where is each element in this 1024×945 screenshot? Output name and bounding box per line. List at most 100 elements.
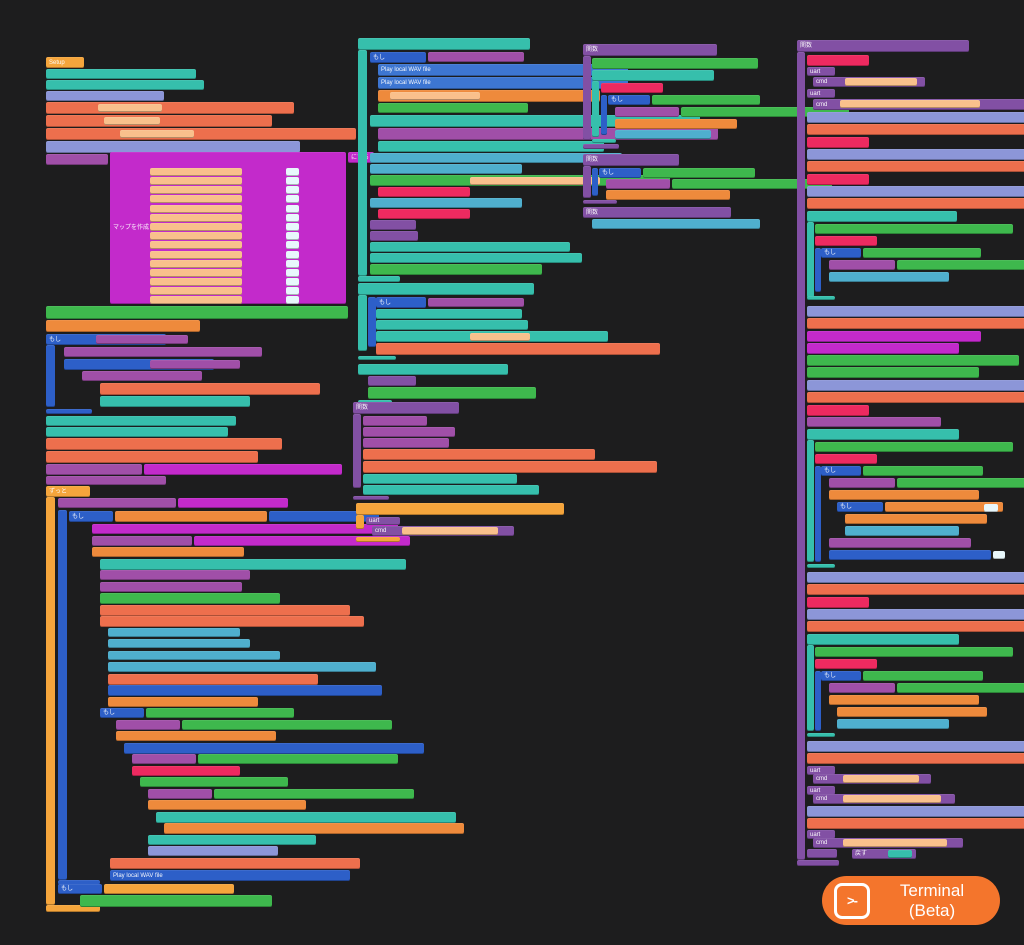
forever-loop-script-block[interactable] [148,789,212,799]
uart-write-cmd-function-script-block[interactable] [652,95,760,105]
main-function-script-block[interactable] [807,733,835,737]
uart-write-cmd-function-script-block[interactable]: もし [608,95,650,105]
main-function-script-block[interactable] [815,466,821,562]
setup-script-block[interactable] [150,195,242,203]
setup-script-block[interactable] [150,214,242,222]
uart-write-cmd-function-script-block[interactable]: 関数 [583,44,717,56]
touch-button0-released-script-block[interactable] [428,52,524,62]
touch-button0-released-script-block[interactable] [378,209,470,219]
main-function-script-block[interactable]: uart [807,67,835,76]
main-function-script-block[interactable] [807,741,1024,752]
forever-loop-script-block[interactable] [148,846,278,856]
main-function-script-block[interactable] [807,597,869,608]
main-function-script-block[interactable] [815,442,1013,452]
touch-button0-released-script-block[interactable] [370,264,542,275]
forever-loop-script-block[interactable] [108,639,250,648]
forever-loop-script-block[interactable] [108,662,376,672]
main-function-script-block[interactable] [837,719,949,729]
forever-loop-script-block[interactable] [92,547,244,557]
send-delete-function-script-block[interactable] [592,219,760,229]
main-function-script-block[interactable] [897,683,1024,693]
main-function-script-block[interactable] [807,572,1024,583]
forever-loop-script-block[interactable]: Play local WAV file [110,870,350,881]
touch-button0-released-script-block[interactable] [370,253,582,263]
main-function-script-block[interactable] [807,343,959,354]
setup-script-block[interactable] [286,287,299,295]
main-function-script-block[interactable] [807,609,1024,620]
if-map-script-block[interactable] [64,359,214,370]
if-map-script-block[interactable] [46,438,282,450]
main-function-script-block[interactable] [829,550,991,560]
setup-script-block[interactable] [104,117,160,125]
if-map-script-block[interactable] [96,335,188,344]
main-function-script-block[interactable] [807,149,1024,160]
uart-write-cmd-function-script-block[interactable] [592,58,758,69]
setup-script-block[interactable] [286,241,299,249]
setup-script-block[interactable] [150,241,242,249]
setup-script-block[interactable] [286,232,299,240]
main-function-script-block[interactable] [845,514,987,524]
setup-script-block[interactable] [150,296,242,304]
setup-script-block[interactable] [46,91,164,101]
readbuf-function-script-block[interactable] [583,166,591,198]
setup-script-block[interactable] [286,214,299,222]
buttonB-pressed-script-block[interactable]: uart [366,517,400,525]
forever-loop-script-block[interactable] [116,731,276,741]
touch-button0-pressed-script-block[interactable]: もし [376,297,426,308]
forever-loop-script-block[interactable] [132,766,240,776]
forever-loop-script-block[interactable] [132,754,196,764]
main-function-script-block[interactable] [815,248,821,292]
main-function-script-block[interactable] [815,236,877,246]
reset-function-script-block[interactable] [363,438,449,448]
touch-button0-pressed-script-block[interactable] [376,309,522,319]
reset-function-script-block[interactable] [363,449,595,460]
main-function-script-block[interactable]: uart [807,830,835,839]
forever-loop-script-block[interactable] [115,511,267,522]
touch-button0-released-script-block[interactable] [378,187,470,197]
main-function-script-block[interactable]: uart [807,786,835,795]
touch-button0-pressed-script-block[interactable] [470,333,530,341]
reset-function-script-block[interactable] [353,496,389,500]
setup-script-block[interactable] [46,154,108,165]
uart-write-cmd-function-script-block[interactable] [681,107,849,117]
main-function-script-block[interactable] [807,849,837,858]
main-function-script-block[interactable] [815,454,877,464]
main-function-script-block[interactable] [807,367,979,378]
forever-loop-script-block[interactable] [178,498,288,508]
forever-loop-script-block[interactable] [108,651,280,660]
if-map-script-block[interactable] [46,409,92,414]
forever-loop-script-block[interactable] [46,905,100,912]
main-function-script-block[interactable] [829,683,895,693]
forever-loop-script-block[interactable]: もし [69,511,113,522]
forever-loop-script-block[interactable]: ずっと [46,486,90,497]
forever-loop-script-block[interactable] [214,789,414,799]
reset-function-script-block[interactable] [353,414,361,488]
main-function-script-block[interactable] [807,405,869,416]
forever-loop-script-block[interactable] [80,895,272,907]
forever-loop-script-block[interactable] [140,777,288,787]
uart-write-cmd-function-script-block[interactable] [615,130,711,139]
touch-button0-released-script-block[interactable] [378,141,604,152]
main-function-script-block[interactable] [815,647,1013,657]
uart-write-cmd-function-script-block[interactable] [601,83,663,93]
forever-loop-script-block[interactable] [58,498,176,508]
readbuf-function-script-block[interactable] [606,179,670,189]
touch-button0-released-script-block[interactable] [370,231,418,241]
if-map-script-block[interactable] [46,451,258,463]
main-function-script-block[interactable] [807,355,1019,366]
if-map-script-block[interactable] [82,371,202,381]
cancel-button-pressed-script-block[interactable] [368,387,536,399]
main-function-script-block[interactable] [807,137,869,148]
forever-loop-script-block[interactable] [100,593,280,604]
forever-loop-script-block[interactable] [92,536,192,546]
if-map-script-block[interactable] [64,347,262,357]
touch-button0-released-script-block[interactable] [390,92,480,100]
forever-loop-script-block[interactable] [194,536,410,546]
main-function-script-block[interactable] [807,818,1024,829]
forever-loop-script-block[interactable] [58,880,100,885]
forever-loop-script-block[interactable] [92,524,398,534]
touch-button0-released-script-block[interactable]: Play local WAV file [378,64,628,76]
main-function-script-block[interactable] [829,695,979,705]
reset-function-script-block[interactable] [363,427,455,437]
